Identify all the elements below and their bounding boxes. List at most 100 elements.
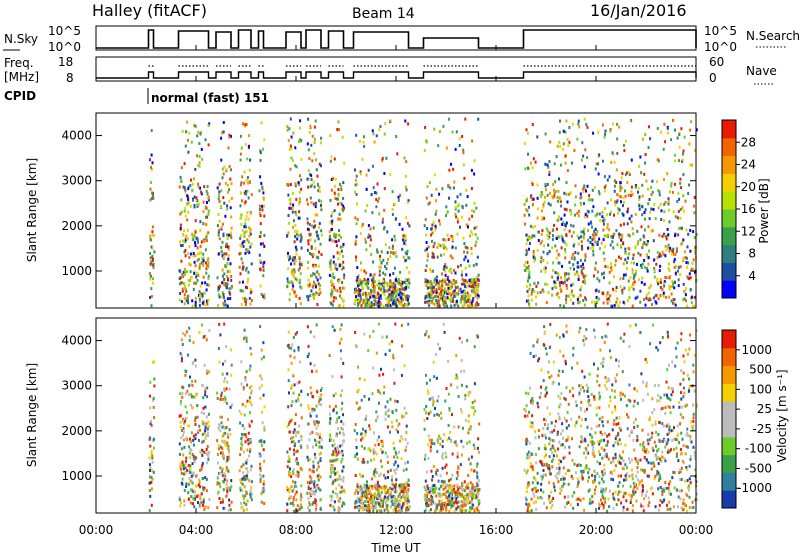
data-cell <box>405 294 408 298</box>
data-cell <box>432 245 435 249</box>
data-cell <box>292 131 295 135</box>
data-cell <box>354 331 357 334</box>
data-cell <box>591 242 594 246</box>
data-cell <box>393 463 396 467</box>
data-cell <box>428 201 431 205</box>
data-cell <box>476 446 479 450</box>
data-cell <box>208 122 211 126</box>
data-cell <box>310 143 313 147</box>
data-cell <box>467 223 470 227</box>
data-cell <box>382 372 385 376</box>
data-cell <box>548 170 551 174</box>
data-cell <box>402 238 405 242</box>
data-cell <box>462 236 465 240</box>
data-cell <box>432 220 435 224</box>
data-cell <box>198 303 201 307</box>
data-cell <box>405 258 408 262</box>
data-cell <box>186 218 189 222</box>
data-cell <box>197 130 200 134</box>
data-cell <box>476 334 479 338</box>
data-cell <box>372 502 375 506</box>
data-cell <box>428 509 431 513</box>
data-cell <box>662 282 665 286</box>
data-cell <box>243 337 245 341</box>
data-cell <box>336 492 339 496</box>
data-cell <box>638 164 640 168</box>
data-cell <box>397 198 400 202</box>
data-cell <box>666 227 669 231</box>
data-cell <box>243 181 246 185</box>
data-cell <box>226 190 229 194</box>
data-cell <box>379 472 382 476</box>
data-cell <box>308 468 311 472</box>
data-cell <box>383 283 386 287</box>
data-cell <box>287 423 290 426</box>
data-cell <box>553 162 556 166</box>
data-cell <box>526 289 529 293</box>
data-cell <box>444 465 447 469</box>
data-cell <box>641 276 644 280</box>
data-cell <box>424 479 427 483</box>
data-cell <box>386 508 389 512</box>
data-cell <box>355 287 357 291</box>
data-cell <box>399 499 402 503</box>
data-cell <box>374 280 376 284</box>
data-cell <box>230 134 232 138</box>
data-cell <box>407 499 410 503</box>
data-cell <box>380 367 382 371</box>
data-cell <box>148 272 151 276</box>
data-cell <box>342 501 345 505</box>
data-cell <box>188 245 191 249</box>
data-cell <box>473 278 476 282</box>
data-cell <box>471 214 474 218</box>
data-cell <box>339 393 342 397</box>
data-cell <box>230 363 233 367</box>
data-cell <box>399 509 402 513</box>
data-cell <box>185 288 187 292</box>
data-cell <box>202 259 205 263</box>
data-cell <box>329 433 332 437</box>
data-cell <box>262 448 265 452</box>
data-cell <box>648 286 651 290</box>
data-cell <box>431 269 434 273</box>
data-cell <box>551 287 554 291</box>
data-cell <box>668 287 671 291</box>
data-cell <box>593 236 596 240</box>
data-cell <box>152 405 155 409</box>
data-cell <box>401 280 404 284</box>
data-cell <box>263 244 266 248</box>
data-cell <box>554 180 557 184</box>
data-cell <box>298 266 301 270</box>
data-cell <box>398 281 401 285</box>
data-cell <box>178 298 181 302</box>
data-cell <box>355 202 358 206</box>
data-cell <box>619 285 622 289</box>
data-cell <box>261 185 264 189</box>
data-cell <box>376 488 379 492</box>
data-cell <box>459 463 462 467</box>
data-cell <box>320 393 323 397</box>
data-cell <box>338 507 341 511</box>
data-cell <box>226 204 229 208</box>
data-cell <box>555 286 558 290</box>
data-cell <box>375 452 378 456</box>
data-cell <box>399 194 402 197</box>
data-cell <box>618 236 621 239</box>
data-cell <box>245 225 248 229</box>
data-cell <box>312 445 314 449</box>
data-cell <box>286 234 289 238</box>
data-cell <box>477 273 480 277</box>
data-cell <box>376 250 379 254</box>
data-cell <box>401 287 404 291</box>
data-cell <box>635 269 638 273</box>
data-cell <box>565 221 568 225</box>
data-cell <box>339 201 341 205</box>
data-cell <box>600 241 603 245</box>
data-cell <box>149 463 151 467</box>
data-cell <box>442 296 444 300</box>
data-cell <box>372 494 375 498</box>
data-cell <box>542 259 545 262</box>
y-tick-label: 3000 <box>61 174 92 188</box>
data-cell <box>533 281 536 285</box>
data-cell <box>329 262 332 266</box>
